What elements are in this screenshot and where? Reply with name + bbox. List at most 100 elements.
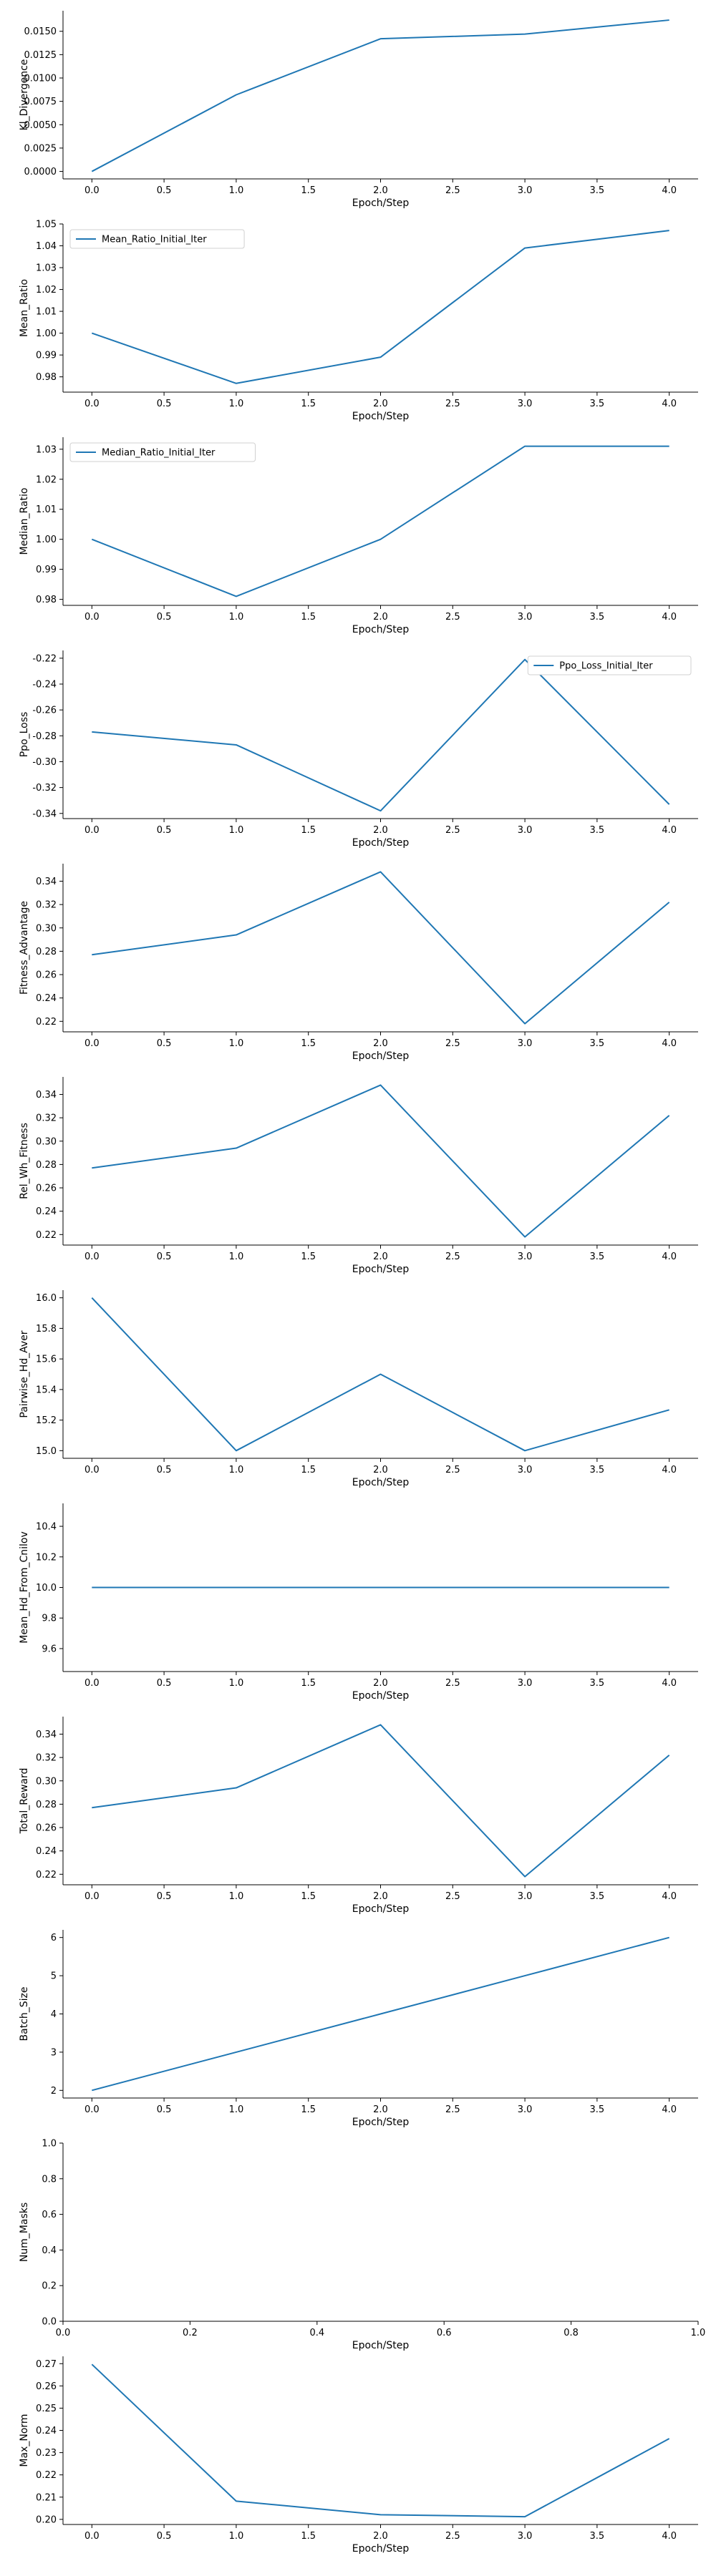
- x-tick-label: 0.0: [84, 185, 100, 196]
- x-tick-label: 2.0: [373, 185, 388, 196]
- x-tick-label: 2.0: [373, 825, 388, 836]
- x-axis-label: Epoch/Step: [352, 2117, 410, 2128]
- y-tick-label: -0.32: [32, 783, 57, 794]
- x-tick-label: 1.0: [229, 1678, 244, 1689]
- x-tick-label: 0.5: [157, 1252, 172, 1262]
- x-tick-label: 1.0: [229, 1038, 244, 1049]
- y-tick-label: 0.99: [36, 565, 57, 575]
- x-tick-label: 3.5: [590, 1252, 605, 1262]
- y-axis-label: Pairwise_Hd_Aver: [19, 1330, 30, 1418]
- x-tick-label: 3.0: [518, 1038, 533, 1049]
- legend-box: [527, 655, 692, 675]
- series-line: [92, 1084, 670, 1238]
- x-tick-label: 0.5: [157, 1038, 172, 1049]
- x-tick-label: 0.2: [183, 2328, 198, 2338]
- x-tick-label: 3.5: [590, 825, 605, 836]
- chart-panel-2: 0.0 0.5 1.0 1.5 2.0 2.5 3.0 3.5 4.0 0.98 0.99 1.00 1…: [19, 220, 698, 422]
- chart-panel-4: 0.0 0.5 1.0 1.5 2.0 2.5 3.0 3.5 4.0 -0.34 -0.32 -0.…: [19, 650, 698, 849]
- x-tick-label: 0.8: [563, 2328, 579, 2338]
- y-tick-label: 0.32: [36, 900, 57, 911]
- x-tick-label: 3.5: [590, 1465, 605, 1475]
- x-tick-label: 3.5: [590, 399, 605, 409]
- y-axis-label: Median_Ratio: [19, 488, 30, 555]
- x-tick-label: 3.0: [518, 1465, 533, 1475]
- x-tick-label: 0.5: [157, 825, 172, 836]
- legend-box: [69, 229, 245, 249]
- y-tick-label: -0.28: [32, 731, 57, 742]
- x-tick-label: 0.4: [309, 2328, 324, 2338]
- series-line: [92, 1724, 670, 1878]
- y-tick-label: 10.2: [36, 1552, 57, 1563]
- y-tick-label: 15.4: [36, 1385, 57, 1395]
- y-tick-label: 4: [51, 2009, 57, 2020]
- x-axis-label: Epoch/Step: [352, 1903, 410, 1915]
- y-tick-label: 0.0100: [24, 74, 57, 84]
- x-tick-label: 1.5: [301, 399, 316, 409]
- chart-panel-6: 0.0 0.5 1.0 1.5 2.0 2.5 3.0 3.5 4.0 0.22 0.24 0.26 0…: [19, 1077, 698, 1275]
- y-tick-label: 0.23: [36, 2448, 57, 2459]
- y-tick-label: 0.26: [36, 1823, 57, 1834]
- x-tick-label: 2.0: [373, 1891, 388, 1902]
- x-tick-label: 3.0: [518, 1678, 533, 1689]
- x-tick-label: 4.0: [662, 825, 677, 836]
- x-tick-label: 3.5: [590, 1891, 605, 1902]
- x-tick-label: 1.5: [301, 1465, 316, 1475]
- y-tick-label: 0.0075: [24, 97, 57, 107]
- x-tick-label: 0.0: [84, 612, 100, 623]
- y-tick-label: 1.04: [36, 241, 57, 252]
- series-line: [91, 1297, 669, 1452]
- x-tick-label: 1.0: [229, 399, 244, 409]
- x-tick-label: 4.0: [662, 2104, 677, 2115]
- y-tick-label: 0.0150: [24, 26, 57, 37]
- y-tick-label: 0.4: [42, 2245, 57, 2256]
- x-tick-label: 0.0: [84, 1891, 100, 1902]
- x-tick-label: 1.0: [229, 2104, 244, 2115]
- y-tick-label: 0.0050: [24, 120, 57, 131]
- y-tick-label: 9.6: [42, 1644, 57, 1654]
- x-tick-label: 3.0: [518, 2531, 533, 2542]
- x-tick-label: 2.5: [445, 1465, 460, 1475]
- y-tick-label: 1.00: [36, 328, 57, 339]
- x-tick-label: 3.5: [590, 612, 605, 623]
- chart-panel-3: 0.0 0.5 1.0 1.5 2.0 2.5 3.0 3.5 4.0 0.98 0.99 1.00 1…: [19, 437, 698, 635]
- x-tick-label: 0.0: [84, 399, 100, 409]
- x-tick-label: 2.5: [445, 612, 460, 623]
- y-tick-label: 1.05: [36, 220, 57, 230]
- x-tick-label: 2.0: [373, 2531, 388, 2542]
- x-tick-label: 0.0: [84, 1465, 100, 1475]
- x-tick-label: 2.5: [445, 1252, 460, 1262]
- legend-box: [69, 442, 256, 462]
- y-tick-label: -0.26: [32, 706, 57, 716]
- y-tick-label: 0.34: [36, 1729, 57, 1740]
- x-tick-label: 0.5: [157, 1465, 172, 1475]
- x-tick-label: 1.5: [301, 1891, 316, 1902]
- y-tick-label: 0.0025: [24, 143, 57, 154]
- y-axis-label: Kl_Divergence: [19, 59, 30, 131]
- y-tick-label: 0.99: [36, 351, 57, 361]
- y-tick-label: 0.20: [36, 2514, 57, 2525]
- y-tick-label: 0.28: [36, 1800, 57, 1810]
- chart-panel-7: 0.0 0.5 1.0 1.5 2.0 2.5 3.0 3.5 4.0 15.0 15.2 15.4 1…: [19, 1290, 698, 1488]
- x-tick-label: 3.5: [590, 1038, 605, 1049]
- x-tick-label: 3.0: [518, 612, 533, 623]
- x-tick-label: 4.0: [662, 2531, 677, 2542]
- x-tick-label: 0.0: [84, 2531, 100, 2542]
- y-axis-label: Total_Reward: [19, 1768, 30, 1835]
- x-tick-label: 1.5: [301, 825, 316, 836]
- y-tick-label: 0.26: [36, 970, 57, 981]
- x-tick-label: 3.0: [518, 1252, 533, 1262]
- y-tick-label: 0.24: [36, 1846, 57, 1857]
- y-tick-label: 0.28: [36, 947, 57, 957]
- x-tick-label: 0.5: [157, 185, 172, 196]
- y-tick-label: 1.03: [36, 444, 57, 455]
- x-axis-label: Epoch/Step: [352, 1477, 410, 1488]
- y-tick-label: 0.25: [36, 2404, 57, 2414]
- x-tick-label: 4.0: [662, 612, 677, 623]
- y-tick-label: 0.26: [36, 2381, 57, 2392]
- x-tick-label: 4.0: [662, 399, 677, 409]
- x-tick-label: 0.5: [157, 1678, 172, 1689]
- y-axis-label: Max_Norm: [19, 2414, 30, 2467]
- y-axis-label: Fitness_Advantage: [19, 901, 30, 995]
- chart-panel-5: 0.0 0.5 1.0 1.5 2.0 2.5 3.0 3.5 4.0 0.22 0.24 0.26 0…: [19, 864, 698, 1062]
- x-tick-label: 3.0: [518, 399, 533, 409]
